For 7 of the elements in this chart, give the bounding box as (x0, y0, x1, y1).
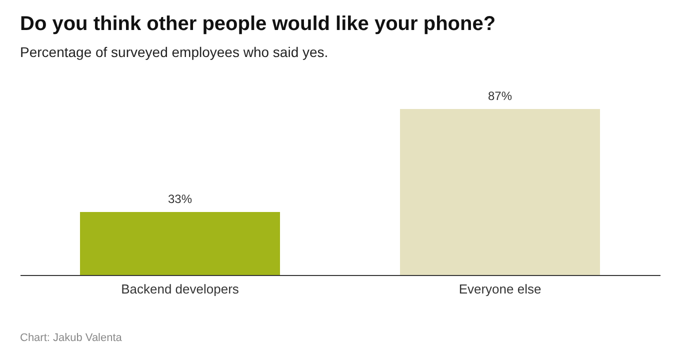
chart-subtitle: Percentage of surveyed employees who said yes. (20, 44, 328, 60)
chart-title: Do you think other people would like your phone? (20, 13, 496, 35)
x-tick-label: Everyone else (458, 282, 542, 296)
data-label: 33% (168, 192, 192, 206)
text: Chart: Jakub Valenta (20, 332, 123, 344)
data-label: 87% (488, 89, 512, 103)
x-tick-label: Backend developers (121, 282, 240, 296)
